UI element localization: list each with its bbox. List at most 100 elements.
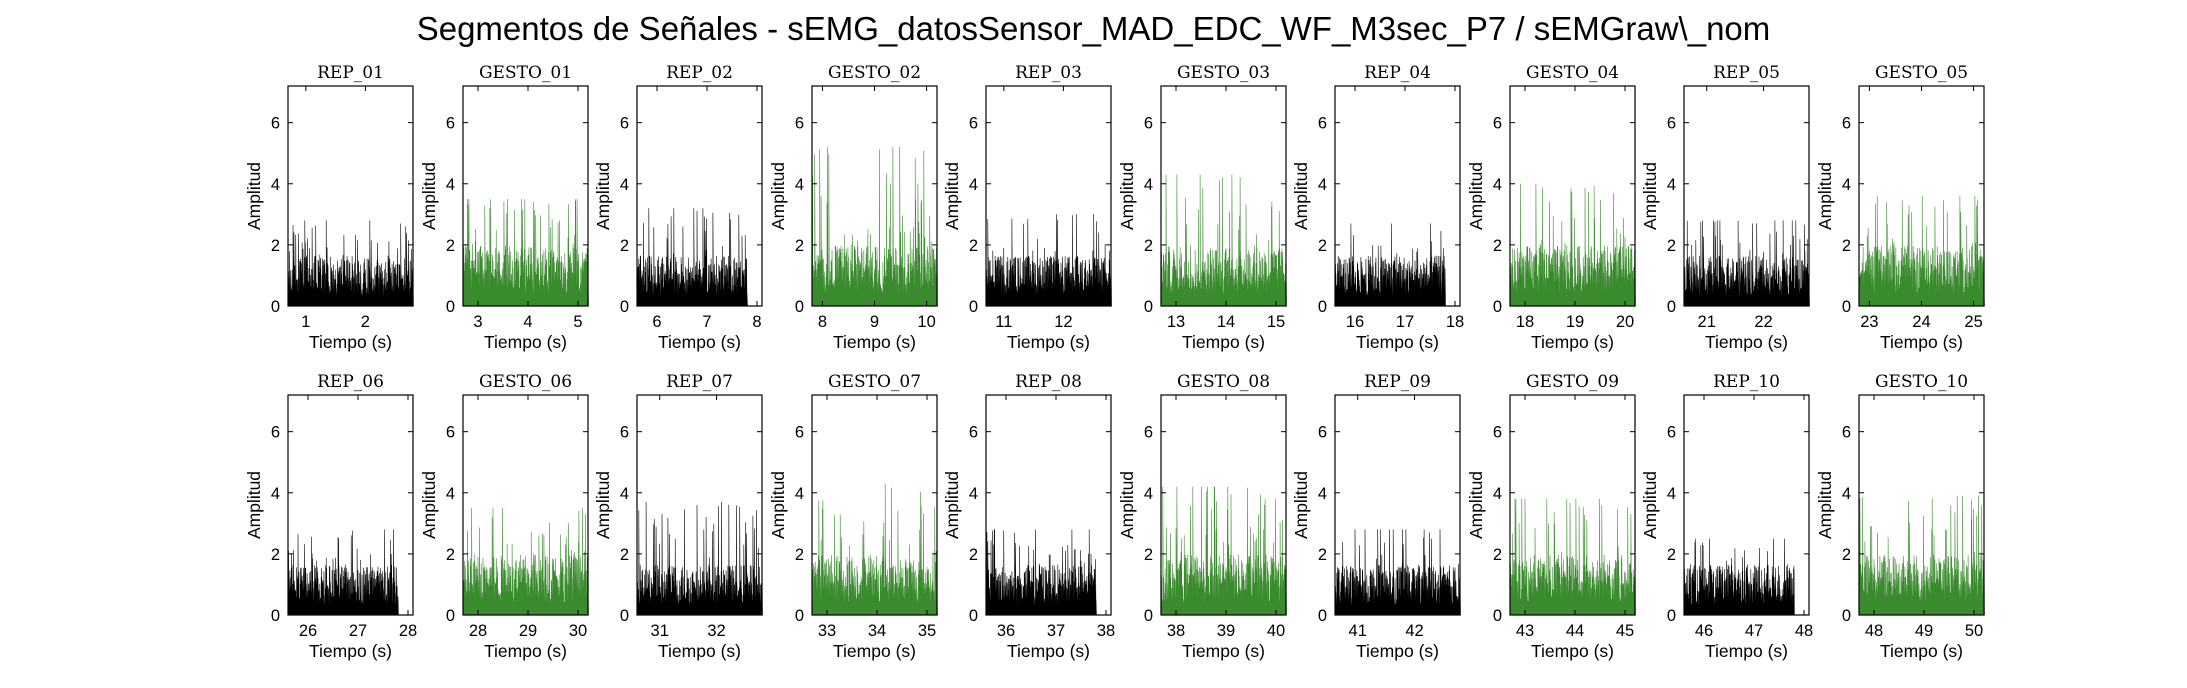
xtick-label: 24 — [1912, 313, 1930, 331]
ytick-label: 0 — [1318, 607, 1327, 625]
subplot-gesto-06: 0 2 4 6 28 29 30 GESTO_06 Tiempo (s) Amplitud — [419, 372, 589, 661]
signal-gesto-02 — [811, 147, 938, 307]
xtick-label: 25 — [1964, 313, 1982, 331]
ytick-label: 2 — [969, 546, 978, 564]
signal-rep-04 — [1334, 223, 1446, 307]
subplot-gesto-04: 0 2 4 6 18 19 20 GESTO_04 Tiempo (s) Amplitud — [1466, 63, 1636, 352]
ytick-label: 6 — [1667, 424, 1676, 442]
y-axis-label: Amplitud — [419, 471, 439, 539]
ytick-label: 0 — [1493, 607, 1502, 625]
ytick-label: 0 — [1318, 298, 1327, 316]
xtick-label: 50 — [1965, 622, 1983, 640]
ytick-label: 0 — [620, 607, 629, 625]
xtick-label: 29 — [519, 622, 537, 640]
signal-rep-06 — [287, 529, 399, 616]
y-axis-label: Amplitud — [1815, 162, 1835, 230]
y-axis-label: Amplitud — [244, 162, 264, 230]
axes-box-rep-06 — [287, 394, 414, 616]
xtick-label: 38 — [1097, 622, 1115, 640]
xtick-label: 14 — [1217, 313, 1235, 331]
subplot-rep-05: 0 2 4 6 21 22 REP_05 Tiempo (s) Amplitud — [1640, 63, 1810, 352]
x-axis-label: Tiempo (s) — [1531, 641, 1614, 661]
ytick-label: 4 — [1842, 485, 1851, 503]
ytick-label: 2 — [1667, 546, 1676, 564]
xtick-label: 42 — [1405, 622, 1423, 640]
xtick-label: 48 — [1865, 622, 1883, 640]
x-axis-label: Tiempo (s) — [484, 641, 567, 661]
ytick-label: 0 — [969, 298, 978, 316]
ytick-label: 2 — [795, 237, 804, 255]
xtick-label: 35 — [918, 622, 936, 640]
subplot-gesto-07: 0 2 4 6 33 34 35 GESTO_07 Tiempo (s) Amplitud — [768, 372, 938, 661]
subplot-rep-03: 0 2 4 6 11 12 REP_03 Tiempo (s) Amplitud — [942, 63, 1112, 352]
ytick-label: 0 — [1144, 298, 1153, 316]
subplot-title: GESTO_02 — [828, 63, 921, 83]
signal-gesto-08 — [1160, 486, 1287, 616]
xtick-label: 18 — [1446, 313, 1464, 331]
signal-rep-07 — [636, 501, 763, 616]
ytick-label: 6 — [969, 424, 978, 442]
ytick-label: 6 — [1842, 115, 1851, 133]
subplot-title: REP_03 — [1015, 63, 1082, 83]
ytick-label: 0 — [969, 607, 978, 625]
x-axis-label: Tiempo (s) — [1182, 641, 1265, 661]
ytick-label: 2 — [1318, 546, 1327, 564]
xtick-label: 17 — [1396, 313, 1414, 331]
xtick-label: 38 — [1167, 622, 1185, 640]
ytick-label: 2 — [1144, 546, 1153, 564]
xtick-label: 43 — [1516, 622, 1534, 640]
ytick-label: 2 — [446, 546, 455, 564]
subplot-title: REP_04 — [1364, 63, 1431, 83]
y-axis-label: Amplitud — [1291, 471, 1311, 539]
axes-box-rep-02 — [636, 85, 763, 307]
ytick-label: 4 — [1493, 176, 1502, 194]
signal-gesto-04 — [1509, 183, 1636, 307]
subplot-rep-01: 0 2 4 6 1 2 REP_01 Tiempo (s) Amplitud — [244, 63, 414, 352]
figure-title: Segmentos de Señales - sEMG_datosSensor_… — [416, 10, 1771, 47]
x-axis-label: Tiempo (s) — [1356, 641, 1439, 661]
xtick-label: 3 — [473, 313, 482, 331]
ytick-label: 6 — [620, 424, 629, 442]
xtick-label: 31 — [651, 622, 669, 640]
ytick-label: 2 — [1842, 546, 1851, 564]
ytick-label: 0 — [271, 607, 280, 625]
ytick-label: 4 — [1144, 176, 1153, 194]
ytick-label: 6 — [1667, 115, 1676, 133]
xtick-label: 9 — [870, 313, 879, 331]
signal-gesto-03 — [1160, 174, 1287, 307]
axes-box-gesto-08 — [1160, 394, 1287, 616]
xtick-label: 19 — [1566, 313, 1584, 331]
subplot-rep-07: 0 2 4 6 31 32 REP_07 Tiempo (s) Amplitud — [593, 372, 763, 661]
subplot-title: GESTO_10 — [1875, 372, 1968, 392]
xtick-label: 45 — [1616, 622, 1634, 640]
ytick-label: 0 — [1493, 298, 1502, 316]
ytick-label: 0 — [271, 298, 280, 316]
x-axis-label: Tiempo (s) — [1880, 641, 1963, 661]
signal-rep-08 — [985, 529, 1097, 616]
xtick-label: 32 — [707, 622, 725, 640]
xtick-label: 34 — [868, 622, 886, 640]
x-axis-label: Tiempo (s) — [1880, 332, 1963, 352]
subplot-gesto-03: 0 2 4 6 13 14 15 GESTO_03 Tiempo (s) Amplitud — [1117, 63, 1287, 352]
y-axis-label: Amplitud — [942, 471, 962, 539]
ytick-label: 4 — [1842, 176, 1851, 194]
y-axis-label: Amplitud — [1640, 162, 1660, 230]
xtick-label: 16 — [1346, 313, 1364, 331]
ytick-label: 0 — [1144, 607, 1153, 625]
ytick-label: 6 — [1493, 424, 1502, 442]
ytick-label: 6 — [271, 424, 280, 442]
subplot-title: GESTO_05 — [1875, 63, 1968, 83]
xtick-label: 22 — [1754, 313, 1772, 331]
axes-box-rep-01 — [287, 85, 414, 307]
ytick-label: 4 — [620, 485, 629, 503]
ytick-label: 2 — [969, 237, 978, 255]
y-axis-label: Amplitud — [1815, 471, 1835, 539]
xtick-label: 37 — [1047, 622, 1065, 640]
xtick-label: 47 — [1745, 622, 1763, 640]
xtick-label: 8 — [752, 313, 761, 331]
axes-box-rep-08 — [985, 394, 1112, 616]
xtick-label: 6 — [652, 313, 661, 331]
ytick-label: 4 — [446, 485, 455, 503]
